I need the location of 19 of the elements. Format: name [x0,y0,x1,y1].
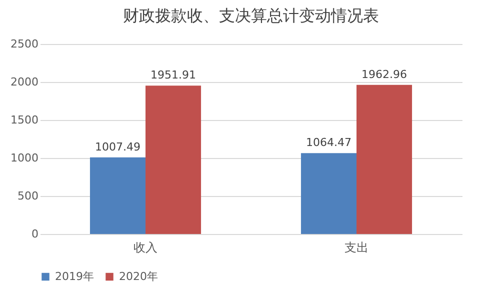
y-tick-label: 2000 [10,76,38,88]
data-label: 1007.49 [94,140,140,154]
x-tick-label: 支出 [344,240,368,254]
y-tick-label: 1500 [10,114,38,126]
x-tick-label: 收入 [134,240,158,254]
bar [300,153,356,234]
bar [146,86,202,234]
legend-label: 2019年 [55,270,94,283]
bar [90,157,146,234]
y-tick-label: 1000 [10,152,38,164]
data-label: 1064.47 [306,136,352,150]
y-tick-label: 500 [18,190,38,202]
y-tick-label: 2500 [10,38,38,50]
chart-title: 财政拨款收、支决算总计变动情况表 [123,6,379,25]
legend-label: 2020年 [119,270,158,283]
y-tick-label: 0 [32,228,38,240]
data-label: 1951.91 [150,68,196,82]
bar [356,84,412,234]
data-label: 1962.96 [362,68,408,81]
